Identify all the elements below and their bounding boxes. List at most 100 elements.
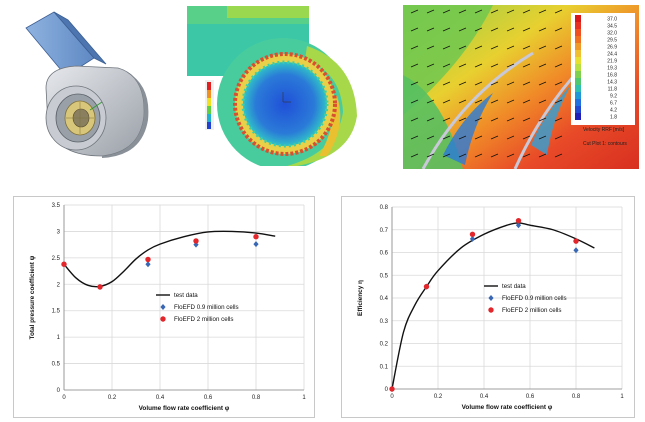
velocity-arrow xyxy=(506,45,515,50)
zoom-legend-value: 6.7 xyxy=(610,101,617,107)
cfd-blade-velocity-image: 37.0 34.5 32.0 29.5 26.9 24.4 21.9 19.3 16.8 14.3… xyxy=(403,5,639,170)
velocity-arrow xyxy=(506,81,515,86)
zoom-legend-value: 26.9 xyxy=(607,45,617,51)
zoom-legend-title: Velocity RRF [m/s] xyxy=(583,127,625,133)
x-axis-label: Volume flow rate coefficient φ xyxy=(462,404,553,411)
legend-circle-swatch xyxy=(160,316,166,322)
zoom-legend-swatch xyxy=(575,50,581,57)
velocity-arrow xyxy=(442,99,451,104)
y-tick-label: 0.4 xyxy=(380,296,389,302)
velocity-arrow xyxy=(458,45,467,50)
zoom-legend-value: 16.8 xyxy=(607,73,617,79)
x-tick-label: 0.8 xyxy=(252,395,261,401)
velocity-arrow xyxy=(522,153,531,158)
velocity-arrow xyxy=(490,63,499,68)
point-floefd-2m xyxy=(469,231,476,237)
velocity-arrow xyxy=(458,9,467,14)
velocity-arrow xyxy=(474,63,483,68)
point-floefd-09m xyxy=(145,261,151,268)
velocity-arrow xyxy=(490,81,499,86)
legend-circle-swatch xyxy=(488,307,494,313)
velocity-arrow xyxy=(426,99,435,104)
velocity-arrow xyxy=(554,9,563,14)
velocity-arrow xyxy=(522,27,531,32)
velocity-arrow xyxy=(522,45,531,50)
velocity-arrow xyxy=(442,9,451,14)
velocity-arrow xyxy=(554,27,563,32)
x-tick-label: 0.4 xyxy=(480,394,489,400)
velocity-arrow xyxy=(554,63,563,68)
velocity-arrow xyxy=(490,27,499,32)
y-tick-label: 0.2 xyxy=(380,342,389,348)
y-tick-label: 0.8 xyxy=(380,205,389,211)
legend-entry: test data xyxy=(174,292,198,299)
velocity-arrow xyxy=(426,63,435,68)
x-tick-label: 0.6 xyxy=(204,395,213,401)
velocity-arrow xyxy=(490,117,499,122)
point-floefd-09m xyxy=(469,235,476,242)
efficiency-chart: 0 0.1 0.2 0.3 0.4 0.5 0.6 0.7 0.8 0 0.2 0.4 0.6 0.8 1 V… xyxy=(341,196,635,418)
velocity-arrow xyxy=(554,117,563,122)
velocity-arrow xyxy=(474,27,483,32)
velocity-arrow xyxy=(522,135,531,140)
velocity-arrow xyxy=(490,45,499,50)
y-tick-label: 3.5 xyxy=(52,203,61,209)
velocity-arrow xyxy=(554,45,563,50)
velocity-arrow xyxy=(554,153,563,158)
zoom-legend-value: 1.8 xyxy=(610,115,617,121)
velocity-arrow xyxy=(474,135,483,140)
x-tick-label: 0.4 xyxy=(156,395,165,401)
point-floefd-2m xyxy=(573,238,579,244)
zoom-legend-value: 11.8 xyxy=(608,87,618,93)
point-floefd-2m xyxy=(389,386,395,392)
velocity-arrow xyxy=(458,117,467,122)
zoom-legend-value: 32.0 xyxy=(607,31,617,37)
legend-diamond-swatch xyxy=(160,304,166,310)
legend-entry: FloEFD 0.9 million cells xyxy=(174,304,239,311)
velocity-arrow xyxy=(490,9,499,14)
x-tick-label: 1 xyxy=(302,395,306,401)
velocity-arrow xyxy=(410,9,419,14)
pressure-coefficient-chart: 0 0.5 1 1.5 2 2.5 3 3.5 0 0.2 0.4 0.6 0.8 1 Volume flo… xyxy=(13,196,315,418)
velocity-arrow xyxy=(410,81,419,86)
zoom-legend-swatch xyxy=(575,78,581,85)
velocity-arrow xyxy=(538,117,547,122)
velocity-arrow xyxy=(474,153,483,158)
x-tick-label: 0.8 xyxy=(572,394,581,400)
velocity-arrow xyxy=(538,63,547,68)
velocity-arrow xyxy=(410,45,419,50)
velocity-arrow xyxy=(442,117,451,122)
velocity-arrow xyxy=(522,99,531,104)
velocity-arrow xyxy=(442,135,451,140)
point-floefd-2m xyxy=(423,283,430,290)
zoom-legend-swatch xyxy=(575,22,581,29)
velocity-arrow xyxy=(458,81,467,86)
velocity-arrow xyxy=(410,135,419,140)
velocity-arrow xyxy=(554,81,563,86)
zoom-legend-swatch xyxy=(575,64,581,71)
y-tick-label: 2.5 xyxy=(52,256,61,262)
point-floefd-09m xyxy=(193,241,199,248)
point-floefd-09m xyxy=(253,241,259,248)
velocity-arrow xyxy=(490,153,499,158)
zoom-legend-value: 4.2 xyxy=(610,108,617,114)
velocity-arrow xyxy=(538,135,547,140)
zoom-legend-swatch xyxy=(575,85,581,92)
zoom-legend-swatch xyxy=(575,113,581,120)
y-tick-label: 2 xyxy=(57,282,61,288)
velocity-arrow xyxy=(522,63,531,68)
zoom-caption: Cut Plot 1: contours xyxy=(583,141,627,147)
y-tick-label: 0.5 xyxy=(380,273,389,279)
x-axis-label: Volume flow rate coefficient φ xyxy=(139,405,230,412)
zoom-legend-swatch xyxy=(575,71,581,78)
velocity-arrow xyxy=(538,45,547,50)
y-axis-label: Efficiency η xyxy=(357,280,364,316)
velocity-arrow xyxy=(490,99,499,104)
velocity-arrow xyxy=(426,153,435,158)
zoom-legend-swatch xyxy=(575,99,581,106)
velocity-arrow xyxy=(426,9,435,14)
zoom-legend-swatch xyxy=(575,57,581,64)
y-tick-label: 3 xyxy=(57,229,61,235)
zoom-legend-value: 9.2 xyxy=(610,94,617,100)
zoom-legend-value: 24.4 xyxy=(607,52,617,58)
